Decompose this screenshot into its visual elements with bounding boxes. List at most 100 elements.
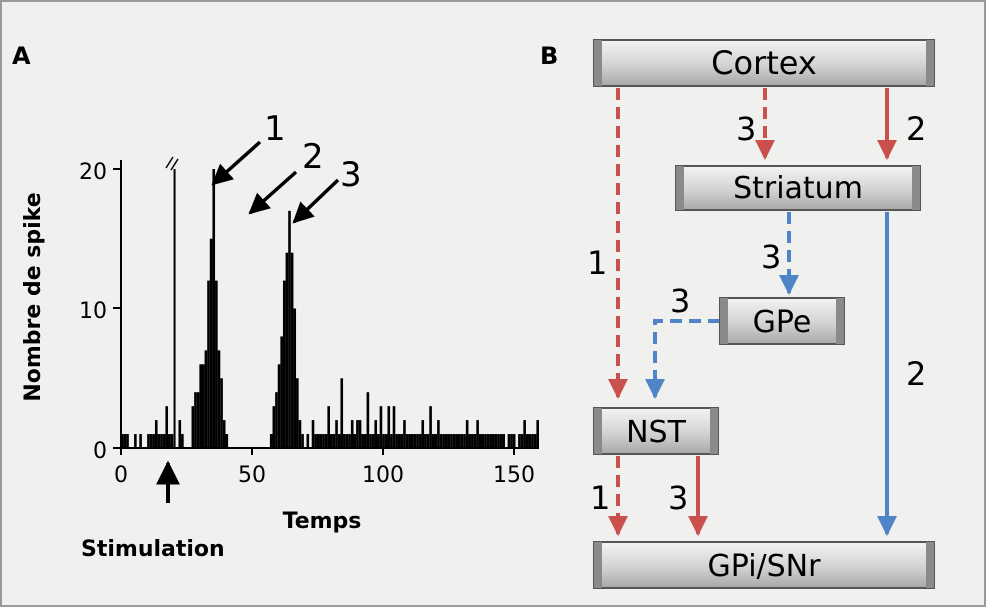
histogram-bar <box>374 420 378 448</box>
striatum-label: Striatum <box>733 171 863 206</box>
histogram-bar <box>523 420 526 448</box>
histogram-bar <box>285 252 289 448</box>
histogram-bar <box>139 434 142 448</box>
histogram-bar <box>147 434 150 448</box>
histogram-bar <box>296 378 299 448</box>
histogram-bar <box>531 434 534 448</box>
x-tick-label-100: 100 <box>362 463 404 488</box>
label-cortex-striatum-direct: 2 <box>906 110 926 148</box>
histogram-bar <box>363 434 367 448</box>
histogram-bar <box>424 434 427 448</box>
histogram-bar <box>507 434 511 448</box>
histogram-bar <box>201 364 205 448</box>
y-tick-label-20: 20 <box>79 160 107 185</box>
histogram-bar <box>134 434 137 448</box>
y-tick-label-10: 10 <box>79 299 107 324</box>
gpi-snr-box: GPi/SNr <box>593 541 935 589</box>
histogram-bar <box>332 434 336 448</box>
nst-label: NST <box>626 415 686 450</box>
histogram-bar <box>199 364 202 448</box>
histogram-bar <box>280 336 283 448</box>
histogram-bar <box>476 420 479 448</box>
peak-1-arrow <box>211 140 262 186</box>
histogram-bar <box>533 434 537 448</box>
histogram-bar <box>431 434 435 448</box>
histogram-bar <box>170 434 174 448</box>
histogram-bar <box>384 434 388 448</box>
peak-1-label: 1 <box>264 109 286 149</box>
histogram-bar <box>319 434 323 448</box>
histogram-bar <box>361 434 364 448</box>
histogram-bar <box>434 434 438 448</box>
histogram-bar <box>429 406 432 448</box>
y-axis-label: Nombre de spike <box>21 192 46 401</box>
histogram-bar <box>149 434 153 448</box>
histogram-bar <box>463 434 466 448</box>
label-cortex-striatum-indirect: 3 <box>736 110 756 148</box>
striatum-box: Striatum <box>675 165 921 211</box>
nst-box: NST <box>593 407 719 455</box>
histogram-bar <box>382 434 385 448</box>
arrow-gpe-nst <box>645 319 720 399</box>
histogram-bar <box>518 434 521 448</box>
histogram-bar <box>437 420 440 448</box>
histogram-bar <box>353 434 357 448</box>
histogram-bar <box>447 434 451 448</box>
histogram-bar <box>392 406 396 448</box>
histogram-bar <box>455 434 459 448</box>
panel-a-label: A <box>12 42 31 70</box>
histogram-bar <box>191 406 195 448</box>
histogram-bar <box>465 420 469 448</box>
histogram-bar <box>502 434 506 448</box>
histogram-bar <box>322 434 325 448</box>
histogram-bar <box>337 434 341 448</box>
histogram-bar <box>298 420 302 448</box>
histogram-bar <box>222 420 226 448</box>
histogram-bar <box>408 434 411 448</box>
histogram-bar <box>288 210 291 448</box>
histogram-bar <box>369 434 372 448</box>
histogram-bar <box>330 434 333 448</box>
histogram-bar <box>217 350 221 448</box>
histogram-bar <box>499 434 503 448</box>
histogram-bar <box>311 420 315 448</box>
histogram-bar <box>356 420 359 448</box>
histogram-bar <box>277 364 281 448</box>
histogram-bar <box>152 434 155 448</box>
histogram-bar <box>306 434 310 448</box>
histogram-bar <box>413 434 417 448</box>
histogram-bar <box>377 434 380 448</box>
x-tick-label-150: 150 <box>493 463 535 488</box>
histogram-bar <box>410 434 414 448</box>
histogram-bar <box>497 434 500 448</box>
histogram-bar <box>162 434 166 448</box>
histogram-bars <box>121 169 539 448</box>
histogram-bar <box>293 308 297 448</box>
histogram-bar <box>473 434 477 448</box>
histogram-bar <box>314 434 317 448</box>
histogram-bar <box>335 420 338 448</box>
histogram-bar <box>405 434 409 448</box>
histogram-bar <box>269 434 273 448</box>
histogram-bar <box>486 434 490 448</box>
x-tick-label-50: 50 <box>238 463 266 488</box>
histogram-bar <box>403 420 406 448</box>
histogram-bar <box>489 434 492 448</box>
histogram-bar <box>358 420 362 448</box>
histogram-bar <box>225 434 229 448</box>
histogram-bar <box>173 169 176 448</box>
histogram-bar <box>157 434 161 448</box>
histogram-bar <box>387 406 391 448</box>
histogram-bar <box>340 378 344 448</box>
histogram-bar <box>366 392 370 448</box>
histogram-bar <box>121 434 124 448</box>
histogram-bar <box>452 434 456 448</box>
histogram-bar <box>450 434 453 448</box>
gpe-label: GPe <box>753 305 812 340</box>
histogram-bar <box>168 434 171 448</box>
peak-2-label: 2 <box>302 137 324 177</box>
histogram-bar <box>209 238 213 448</box>
histogram-bar <box>165 406 169 448</box>
histogram-bar <box>301 434 304 448</box>
histogram-bar <box>395 434 398 448</box>
